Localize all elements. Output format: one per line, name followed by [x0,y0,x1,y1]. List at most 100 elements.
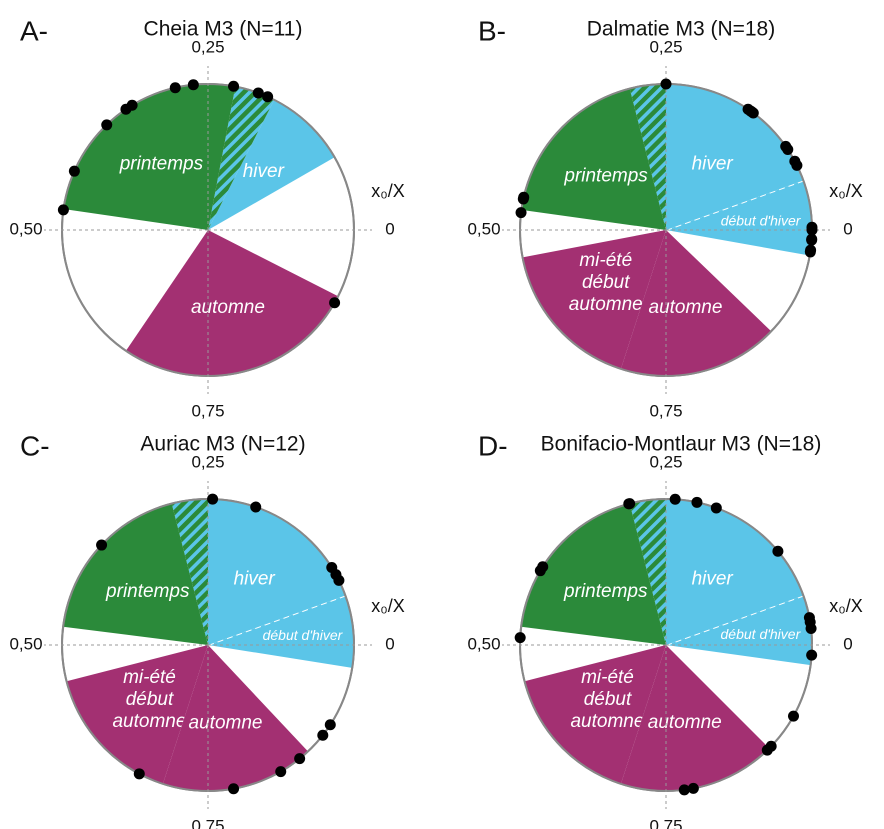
data-point [250,501,262,513]
sector [666,180,812,256]
sector-label: début [126,689,174,710]
tick-label: 0,75 [649,401,682,420]
tick-label: 0,75 [191,401,224,420]
sector-label: automne [570,711,644,732]
data-point [518,191,530,203]
panel-letter: A- [20,15,48,46]
data-point [660,78,672,90]
sector-label: hiver [243,161,285,182]
data-point [534,565,546,577]
data-point [710,502,722,514]
data-point [687,782,699,794]
data-point [329,297,341,309]
sector [208,595,354,668]
data-point [806,649,818,661]
chart-title: Cheia M3 (N=11) [144,18,303,41]
data-point [207,493,219,505]
data-point [101,119,113,131]
data-point [772,545,784,557]
data-point [187,79,199,91]
data-point [228,783,240,795]
tick-label: 0,25 [191,37,224,56]
data-point [804,246,816,258]
tick-label: 0,50 [9,219,42,238]
sector-divider [665,179,804,231]
data-point [275,766,287,778]
sector-label: automne [648,712,722,733]
data-point [57,204,69,216]
sector [666,84,804,230]
sector-label: automne [189,712,263,733]
data-point [228,80,240,92]
data-point [252,87,264,99]
sector [208,499,346,645]
tick-label: 0,75 [191,816,224,829]
sector [521,88,666,231]
sector-label: début [584,689,632,710]
sector [629,84,666,230]
data-point [262,91,274,103]
sector [521,503,666,645]
sector [162,645,308,792]
data-point [68,165,80,177]
sector [620,645,770,792]
chart-title: Bonifacio-Montlaur M3 (N=18) [541,433,822,456]
data-point [806,234,818,246]
sector-label: printemps [563,166,648,187]
data-point [747,107,759,119]
panel-letter: D- [478,430,508,461]
axis-label: x₀/X [371,596,404,616]
data-point [317,729,329,741]
sector [208,86,275,230]
tick-label: 0,25 [191,452,224,471]
data-point [294,753,306,765]
data-point [782,143,794,155]
sector-label: début [582,272,630,293]
tick-label: 0,50 [467,634,500,653]
tick-label: 0,75 [649,816,682,829]
tick-label: 0 [385,634,394,653]
sector-label: mi-été [581,667,634,688]
sector-label: hiver [234,568,276,589]
axis-label: x₀/X [829,596,862,616]
sector [208,99,335,230]
data-point [133,768,145,780]
sector [63,84,236,230]
sector [522,230,666,369]
tick-label: 0,25 [649,452,682,471]
sector-label: hiver [692,568,734,589]
data-point [691,496,703,508]
sector [63,503,209,645]
data-point [669,493,681,505]
data-point [96,539,108,551]
tick-label: 0 [385,219,394,238]
data-point [787,710,799,722]
data-point [806,224,818,236]
sector [620,230,772,376]
sector-label: mi-été [123,667,176,688]
axis-label: x₀/X [829,181,862,201]
data-point [514,632,526,644]
data-point [515,207,527,219]
tick-label: 0,25 [649,37,682,56]
sector [666,499,804,645]
data-point [791,159,803,171]
sector [666,595,812,666]
data-point [324,719,336,731]
panel-letter: B- [478,15,506,46]
chart-title: Auriac M3 (N=12) [140,433,305,456]
sector [125,230,339,376]
data-point [126,99,138,111]
sector-label: automne [649,297,723,318]
data-point [678,784,690,796]
tick-label: 0,50 [467,219,500,238]
chart-title: Dalmatie M3 (N=18) [587,18,775,41]
data-point [805,623,817,635]
sector-label: hiver [692,153,734,174]
sector-label: printemps [563,581,648,602]
sector-label: automne [191,297,265,318]
sector-label: printemps [105,581,190,602]
data-point [624,498,636,510]
